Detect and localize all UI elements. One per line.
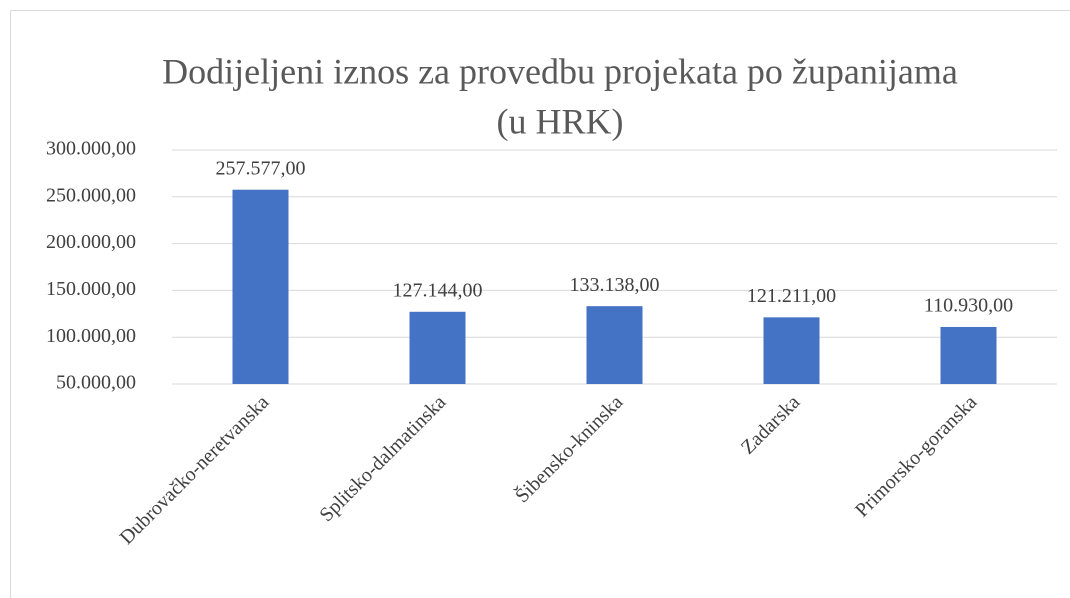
y-tick-label: 50.000,00 — [56, 372, 136, 394]
bar — [409, 311, 466, 384]
x-tick-label: Šibensko-kninska — [510, 390, 628, 508]
data-label: 110.930,00 — [924, 295, 1013, 317]
data-label: 133.138,00 — [570, 274, 660, 296]
y-tick-label: 200.000,00 — [46, 231, 136, 253]
chart-title: Dodijeljeni iznos za provedbu projekata … — [162, 51, 958, 91]
x-tick-label: Primorsko-goranska — [851, 391, 981, 521]
data-label: 127.144,00 — [393, 279, 483, 301]
bar — [586, 306, 643, 384]
x-tick-label: Splitsko-dalmatinska — [315, 391, 450, 526]
x-tick-label: Zadarska — [737, 391, 804, 458]
data-label: 257.577,00 — [216, 157, 306, 179]
y-tick-label: 250.000,00 — [46, 184, 136, 206]
bar — [232, 189, 289, 384]
bar — [763, 317, 820, 384]
chart-title: (u HRK) — [497, 101, 624, 141]
data-label: 121.211,00 — [747, 285, 836, 307]
x-tick-label: Dubrovačko-neretvanska — [116, 391, 274, 549]
y-tick-label: 150.000,00 — [46, 278, 136, 300]
bar — [940, 326, 997, 384]
y-tick-label: 100.000,00 — [46, 325, 136, 347]
y-tick-label: 300.000,00 — [46, 138, 136, 160]
